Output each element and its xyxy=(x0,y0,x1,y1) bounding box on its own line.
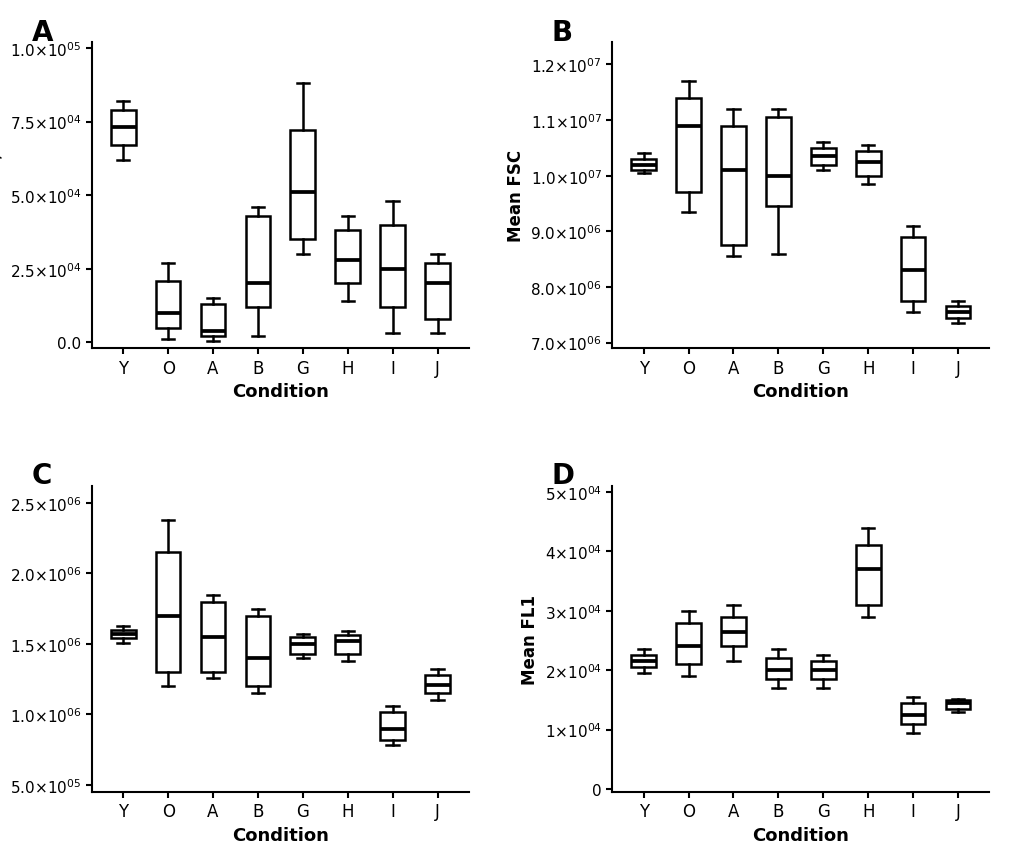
PathPatch shape xyxy=(156,282,180,328)
X-axis label: Condition: Condition xyxy=(231,383,328,400)
PathPatch shape xyxy=(945,307,969,319)
PathPatch shape xyxy=(631,160,655,170)
PathPatch shape xyxy=(810,149,835,165)
PathPatch shape xyxy=(156,553,180,672)
PathPatch shape xyxy=(765,118,790,207)
PathPatch shape xyxy=(290,131,315,240)
PathPatch shape xyxy=(335,232,360,284)
PathPatch shape xyxy=(810,661,835,679)
Text: D: D xyxy=(551,461,575,490)
PathPatch shape xyxy=(425,675,449,693)
Text: C: C xyxy=(32,461,52,490)
X-axis label: Condition: Condition xyxy=(752,383,849,400)
PathPatch shape xyxy=(765,659,790,679)
PathPatch shape xyxy=(676,99,700,193)
PathPatch shape xyxy=(676,623,700,665)
PathPatch shape xyxy=(201,305,225,337)
PathPatch shape xyxy=(111,111,136,146)
PathPatch shape xyxy=(900,238,924,301)
PathPatch shape xyxy=(855,546,879,605)
Y-axis label: Viable cells / ml: Viable cells / ml xyxy=(0,122,4,269)
Text: B: B xyxy=(551,19,573,46)
PathPatch shape xyxy=(380,712,405,740)
PathPatch shape xyxy=(246,216,270,307)
PathPatch shape xyxy=(201,602,225,672)
PathPatch shape xyxy=(900,703,924,724)
PathPatch shape xyxy=(720,127,745,246)
Y-axis label: Mean SSC: Mean SSC xyxy=(0,593,4,685)
PathPatch shape xyxy=(720,617,745,647)
PathPatch shape xyxy=(290,637,315,654)
Y-axis label: Mean FL1: Mean FL1 xyxy=(521,594,539,684)
PathPatch shape xyxy=(111,630,136,639)
PathPatch shape xyxy=(335,635,360,654)
Y-axis label: Mean FSC: Mean FSC xyxy=(506,150,524,242)
PathPatch shape xyxy=(631,655,655,667)
X-axis label: Condition: Condition xyxy=(231,826,328,844)
X-axis label: Condition: Condition xyxy=(752,826,849,844)
PathPatch shape xyxy=(425,263,449,319)
PathPatch shape xyxy=(945,700,969,709)
PathPatch shape xyxy=(380,226,405,307)
Text: A: A xyxy=(32,19,53,46)
PathPatch shape xyxy=(855,152,879,177)
PathPatch shape xyxy=(246,616,270,686)
